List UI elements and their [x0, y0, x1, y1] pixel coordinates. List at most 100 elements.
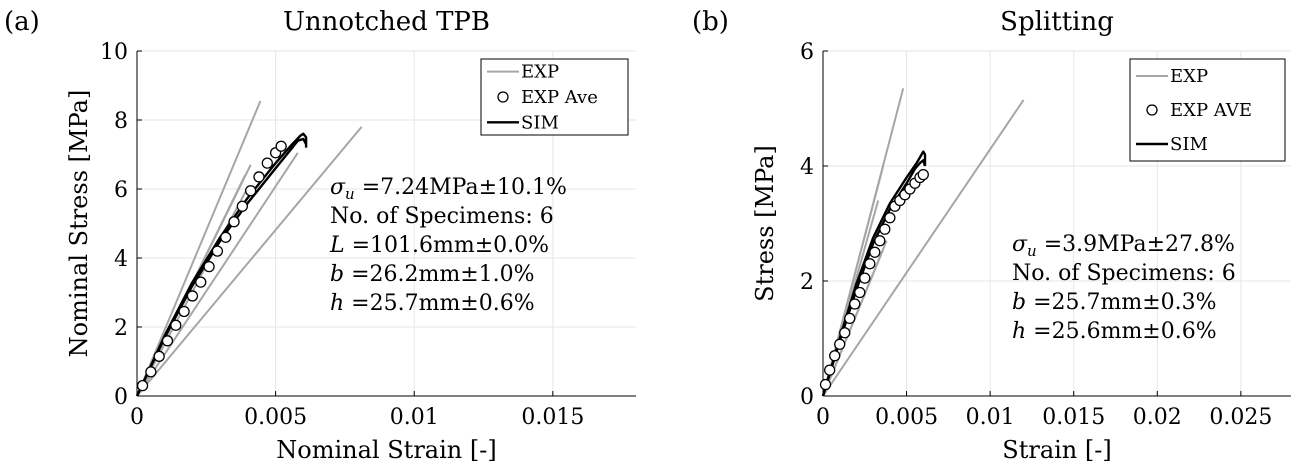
exp-average-marker [859, 272, 871, 284]
y-tick-label: 8 [114, 109, 128, 134]
exp-average-marker [874, 235, 886, 247]
annotation-symbol: L [329, 233, 345, 258]
y-tick-label: 0 [800, 385, 814, 410]
exp-average-marker [203, 260, 215, 273]
y-tick-label: 4 [114, 247, 128, 272]
annotation-line: b =26.2mm±1.0% [330, 262, 535, 287]
chart-panel-a: (a) Unnotched TPB 0 0.005 0.01 0.015 0 2 4 6 8 10 No… [4, 7, 636, 464]
exp-average-marker [195, 276, 207, 288]
y-tick-label: 6 [114, 178, 128, 203]
annotation-symbol: σ [330, 175, 346, 200]
exp-average-marker [917, 168, 929, 181]
y-tick-label: 4 [800, 155, 814, 180]
exp-average-marker [829, 350, 841, 362]
exp-average-marker [261, 157, 273, 169]
panel-label: (a) [4, 7, 40, 37]
exp-average-marker [211, 245, 224, 257]
legend-entry-label: SIM [1170, 134, 1208, 155]
exp-series-line [136, 126, 363, 397]
annotation-line: σu =7.24MPa±10.1% [330, 175, 567, 203]
annotation-line: No. of Specimens: 6 [1012, 261, 1236, 286]
annotation-line: h =25.7mm±0.6% [330, 291, 535, 316]
exp-average-marker [145, 366, 157, 378]
x-tick-label: 0.025 [1209, 405, 1272, 430]
exp-average-marker [819, 378, 832, 391]
annotation-symbol: b [1012, 290, 1026, 315]
annotation-value: =26.2mm±1.0% [344, 262, 534, 287]
chart-title: Splitting [1000, 7, 1114, 37]
annotation-value: =101.6mm±0.0% [345, 233, 549, 258]
x-tick-label: 0.02 [1133, 405, 1182, 430]
exp-average-marker [136, 379, 149, 392]
x-tick-label: 0.015 [521, 405, 584, 430]
annotation-value: =25.7mm±0.6% [344, 291, 534, 316]
exp-average-marker [245, 185, 257, 197]
chart-title: Unnotched TPB [283, 7, 490, 37]
exp-average-marker [153, 350, 165, 362]
annotation-value: =3.9MPa±27.8% [1037, 232, 1235, 257]
panel-label: (b) [692, 7, 729, 37]
annotation-line: L =101.6mm±0.0% [329, 233, 549, 258]
legend-entry-label: EXP AVE [1170, 100, 1252, 121]
exp-average-marker [220, 231, 232, 243]
x-tick-label: 0.015 [1042, 405, 1105, 430]
legend-entry-label: EXP [1170, 66, 1208, 87]
exp-average-marker [186, 290, 199, 302]
y-tick-label: 6 [800, 40, 814, 65]
annotation-line: b =25.7mm±0.3% [1012, 290, 1217, 315]
chart-panel-b: (b) Splitting 0 0.005 0.01 0.015 0.02 0.025 0 2 4 6… [692, 7, 1291, 464]
y-tick-label: 10 [100, 40, 128, 65]
annotation-value: =25.6mm±0.6% [1026, 319, 1216, 344]
exp-average-marker [170, 319, 182, 331]
x-tick-label: 0 [816, 405, 830, 430]
legend-entry-label: SIM [521, 112, 559, 133]
exp-average-marker [236, 200, 248, 212]
annotation-symbol: σ [1012, 232, 1028, 257]
x-tick-label: 0.01 [966, 405, 1015, 430]
legend-entry-label: EXP [521, 62, 559, 83]
y-axis-label: Nominal Stress [MPa] [65, 90, 93, 358]
x-tick-label: 0.01 [390, 405, 439, 430]
annotation-value: No. of Specimens: 6 [330, 204, 554, 229]
exp-average-marker [824, 364, 836, 376]
x-axis-label: Nominal Strain [-] [276, 436, 496, 464]
annotation-value: =25.7mm±0.3% [1026, 290, 1216, 315]
annotation-subscript: u [1027, 242, 1037, 260]
exp-series-line [822, 99, 1025, 397]
sim-series-line [135, 132, 308, 397]
exp-average-marker [854, 286, 866, 299]
annotation-line: No. of Specimens: 6 [330, 204, 554, 229]
x-tick-label: 0.005 [875, 405, 938, 430]
exp-average-marker [864, 258, 876, 270]
y-tick-label: 0 [114, 385, 128, 410]
exp-average-marker [849, 298, 861, 310]
annotation-value: =7.24MPa±10.1% [355, 175, 567, 200]
exp-average-marker [834, 338, 846, 350]
annotation-symbol: h [1012, 319, 1026, 344]
exp-series-line [136, 100, 262, 397]
exp-average-marker [844, 312, 856, 325]
exp-average-marker [253, 171, 265, 183]
annotation-symbol: h [330, 291, 344, 316]
exp-average-marker [228, 216, 240, 228]
annotation-symbol: b [330, 262, 344, 287]
legend-marker-circle [497, 91, 509, 103]
exp-average-marker [161, 335, 174, 347]
x-tick-label: 0 [130, 405, 144, 430]
y-tick-label: 2 [114, 316, 128, 341]
exp-average-marker [879, 223, 891, 235]
exp-average-marker [178, 305, 190, 318]
exp-average-marker [839, 327, 851, 339]
exp-average-marker [869, 246, 881, 258]
y-tick-label: 2 [800, 270, 814, 295]
y-axis-label: Stress [MPa] [751, 145, 779, 302]
legend-entry-label: EXP Ave [521, 87, 598, 108]
annotation-line: h =25.6mm±0.6% [1012, 319, 1217, 344]
x-tick-label: 0.005 [244, 405, 307, 430]
annotation-subscript: u [345, 185, 355, 203]
annotation-value: No. of Specimens: 6 [1012, 261, 1236, 286]
exp-average-marker [275, 140, 287, 152]
legend-marker-circle [1146, 104, 1158, 116]
annotation-line: σu =3.9MPa±27.8% [1012, 232, 1235, 260]
